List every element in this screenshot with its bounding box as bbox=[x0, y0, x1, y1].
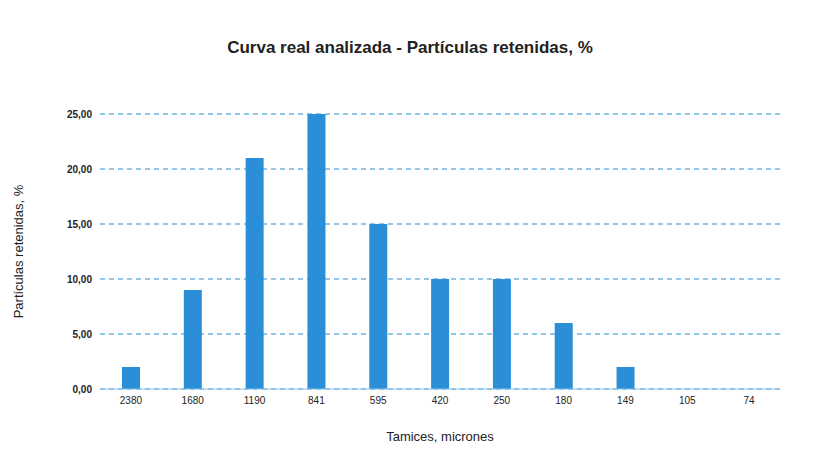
svg-text:250: 250 bbox=[493, 395, 510, 406]
html-text:Curva real analizada - Partícu: Curva real analizada - Partículas reteni… bbox=[227, 38, 593, 57]
svg-text:5,00: 5,00 bbox=[73, 329, 93, 340]
svg-text:180: 180 bbox=[555, 395, 572, 406]
svg-text:25,00: 25,00 bbox=[67, 109, 92, 120]
svg-text:Partículas retenidas, %: Partículas retenidas, % bbox=[11, 184, 26, 318]
svg-text:595: 595 bbox=[370, 395, 387, 406]
svg-text:74: 74 bbox=[744, 395, 756, 406]
svg-text:Tamices, micrones: Tamices, micrones bbox=[386, 429, 494, 444]
svg-text:1190: 1190 bbox=[244, 395, 266, 406]
svg-text:420: 420 bbox=[432, 395, 449, 406]
svg-text:2380: 2380 bbox=[120, 395, 143, 406]
svg-text:20,00: 20,00 bbox=[67, 164, 92, 175]
svg-text:105: 105 bbox=[679, 395, 696, 406]
svg-text:149: 149 bbox=[617, 395, 634, 406]
svg-text:0,00: 0,00 bbox=[73, 384, 93, 395]
svg-text:10,00: 10,00 bbox=[67, 274, 92, 285]
svg-text:841: 841 bbox=[308, 395, 325, 406]
svg-text:15,00: 15,00 bbox=[67, 219, 92, 230]
svg-text:1680: 1680 bbox=[182, 395, 205, 406]
